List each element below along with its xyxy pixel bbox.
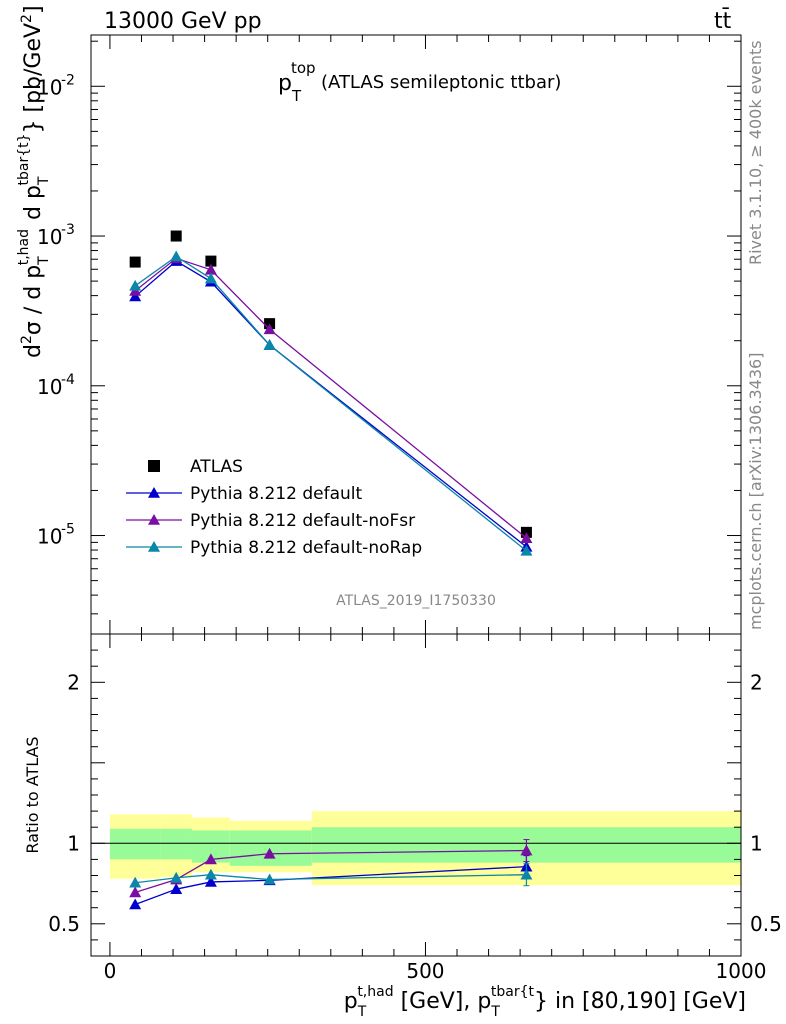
ratio-series-group bbox=[129, 839, 533, 910]
ratio-y-ticklabel-left: 2 bbox=[67, 670, 80, 694]
main-y-tickexp: -5 bbox=[61, 522, 75, 538]
main-y-tickexp: -3 bbox=[61, 222, 75, 238]
process-label: tt̄ bbox=[714, 8, 732, 34]
title-sub: T bbox=[291, 87, 302, 105]
ratio-y-ticklabel-right: 0.5 bbox=[750, 912, 782, 936]
legend-label: ATLAS bbox=[190, 457, 243, 477]
site-label: mcplots.cern.ch [arXiv:1306.3436] bbox=[746, 353, 765, 630]
ratio-axis-ticks: 0.5 0.5 1 1 2 2 bbox=[48, 634, 782, 956]
main-series-group bbox=[129, 230, 533, 556]
series-point bbox=[263, 339, 276, 350]
legend-label: Pythia 8.212 default bbox=[190, 484, 363, 504]
x-ticklabel: 0 bbox=[104, 959, 117, 983]
series-point bbox=[170, 250, 183, 262]
series-point bbox=[520, 532, 533, 543]
atlas-point bbox=[205, 255, 217, 267]
series-point bbox=[520, 544, 533, 556]
series-point bbox=[204, 263, 217, 275]
watermark: ATLAS_2019_I1750330 bbox=[336, 593, 496, 609]
main-y-ticklabel: 10 bbox=[37, 525, 62, 549]
x-tick-labels: 0 500 1000 bbox=[104, 959, 767, 983]
main-title: p T top (ATLAS semileptonic ttbar) bbox=[278, 59, 561, 105]
ratio-series-point bbox=[520, 844, 533, 856]
band-inner bbox=[160, 828, 192, 860]
main-y-ticklabel: 10 bbox=[37, 75, 62, 99]
main-axis-ticks: 10-510-410-310-2 bbox=[37, 35, 742, 634]
main-y-ticklabel: 10 bbox=[37, 225, 62, 249]
ratio-series-point bbox=[520, 868, 533, 880]
series-point bbox=[129, 290, 142, 302]
ratio-series-point bbox=[263, 847, 276, 859]
legend-label: Pythia 8.212 default-noFsr bbox=[190, 511, 415, 531]
ratio-series-point bbox=[204, 875, 217, 887]
legend-marker bbox=[148, 541, 160, 552]
ratio-series-point bbox=[170, 883, 183, 894]
main-panel: 10-510-410-310-2 p T top (ATLAS semilept… bbox=[16, 5, 742, 635]
series-point bbox=[263, 323, 276, 335]
ratio-panel: 0.5 0.5 1 1 2 2 Ratio to ATLAS bbox=[23, 633, 782, 957]
main-y-ticklabel: 10 bbox=[37, 375, 62, 399]
ratio-series-point bbox=[129, 886, 142, 898]
ratio-series-point bbox=[129, 876, 142, 888]
ratio-series-point bbox=[170, 871, 183, 883]
series-point bbox=[129, 279, 142, 291]
ratio-y-ticklabel-left: 1 bbox=[67, 831, 80, 855]
band-inner bbox=[229, 830, 312, 866]
x-ticklabel: 500 bbox=[406, 959, 444, 983]
ratio-series-point bbox=[204, 853, 217, 865]
ratio-ylabel: Ratio to ATLAS bbox=[23, 736, 42, 853]
band-inner bbox=[109, 828, 161, 860]
main-ylabel: d2σ / d pTt,had d pTtbar{t}} [pb/GeV2] bbox=[16, 5, 52, 358]
main-y-tickexp: -2 bbox=[61, 72, 75, 88]
ratio-bands bbox=[91, 811, 741, 886]
ratio-y-ticklabel-left: 0.5 bbox=[48, 912, 80, 936]
series-point bbox=[204, 272, 217, 284]
ratio-series-point bbox=[204, 868, 217, 880]
atlas-point bbox=[170, 230, 182, 242]
legend-marker bbox=[148, 460, 160, 472]
ratio-y-ticklabel-right: 1 bbox=[750, 831, 763, 855]
title-main: p bbox=[278, 71, 292, 96]
rivet-label: Rivet 3.1.10, ≥ 400k events bbox=[746, 40, 765, 265]
title-rest: (ATLAS semileptonic ttbar) bbox=[321, 72, 561, 93]
x-ticklabel: 1000 bbox=[716, 959, 767, 983]
title-sup: top bbox=[291, 59, 316, 77]
legend-marker bbox=[148, 514, 160, 525]
legend-label: Pythia 8.212 default-noRap bbox=[190, 538, 422, 558]
ratio-series-point bbox=[129, 898, 142, 910]
series-line bbox=[134, 255, 527, 552]
ratio-frame bbox=[90, 633, 742, 957]
main-y-tickexp: -4 bbox=[61, 372, 75, 388]
atlas-point bbox=[129, 256, 141, 268]
ratio-series-point bbox=[263, 873, 276, 885]
energy-label: 13000 GeV pp bbox=[104, 9, 262, 34]
legend-marker bbox=[148, 487, 160, 498]
ratio-y-ticklabel-right: 2 bbox=[750, 670, 763, 694]
legend: ATLAS Pythia 8.212 default Pythia 8.212 de… bbox=[126, 457, 422, 558]
x-axis-label: pTt,had [GeV], pTtbar{t} in [80,190] [Ge… bbox=[344, 984, 746, 1020]
